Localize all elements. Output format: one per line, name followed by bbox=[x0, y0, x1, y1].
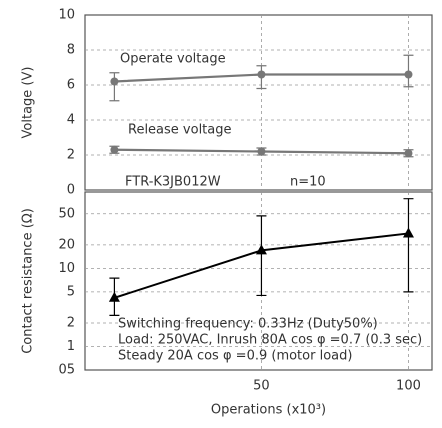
series-label: Release voltage bbox=[128, 123, 232, 138]
y-axis-label: Contact resistance (Ω) bbox=[21, 208, 36, 354]
y-tick-label: 20 bbox=[58, 237, 75, 252]
plot-frame bbox=[84, 191, 433, 371]
error-bar bbox=[403, 198, 414, 293]
y-tick-label: 1 bbox=[67, 339, 75, 354]
y-tick-label: 5 bbox=[67, 284, 75, 299]
x-tick-label: 100 bbox=[396, 379, 421, 394]
y-tick-label: 6 bbox=[67, 78, 75, 93]
marker bbox=[404, 70, 413, 79]
y-axis-label: Voltage (V) bbox=[21, 67, 36, 139]
annotation: FTR-K3JB012W bbox=[125, 175, 221, 190]
marker bbox=[110, 145, 119, 154]
series-label: Operate voltage bbox=[120, 52, 226, 67]
y-tick-label: 8 bbox=[67, 43, 75, 58]
error-bar bbox=[256, 215, 267, 297]
y-tick-label: 4 bbox=[67, 113, 75, 128]
annotation: n=10 bbox=[290, 175, 326, 190]
y-tick-label: 2 bbox=[67, 148, 75, 163]
plot-frame bbox=[84, 14, 433, 191]
error-bar bbox=[109, 72, 120, 102]
y-tick-label: 10 bbox=[58, 8, 75, 23]
marker bbox=[255, 244, 267, 255]
x-tick-label: 50 bbox=[253, 379, 270, 394]
marker bbox=[402, 227, 414, 238]
x-axis-label: Operations (x10³) bbox=[211, 403, 326, 418]
marker bbox=[110, 77, 119, 86]
annotation: Switching frequency: 0.33Hz (Duty50%) bbox=[118, 317, 378, 332]
marker bbox=[108, 291, 120, 302]
annotation: Steady 20A cos φ =0.9 (motor load) bbox=[118, 349, 352, 364]
annotation: Load: 250VAC, Inrush 80A cos φ =0.7 (0.3… bbox=[118, 333, 422, 348]
marker bbox=[257, 70, 266, 79]
y-tick-label: 0 bbox=[67, 183, 75, 198]
y-tick-label: 10 bbox=[58, 261, 75, 276]
marker bbox=[404, 149, 413, 158]
y-tick-label: 05 bbox=[58, 363, 75, 378]
y-tick-label: 2 bbox=[67, 315, 75, 330]
marker bbox=[257, 147, 266, 156]
y-tick-label: 50 bbox=[58, 206, 75, 221]
